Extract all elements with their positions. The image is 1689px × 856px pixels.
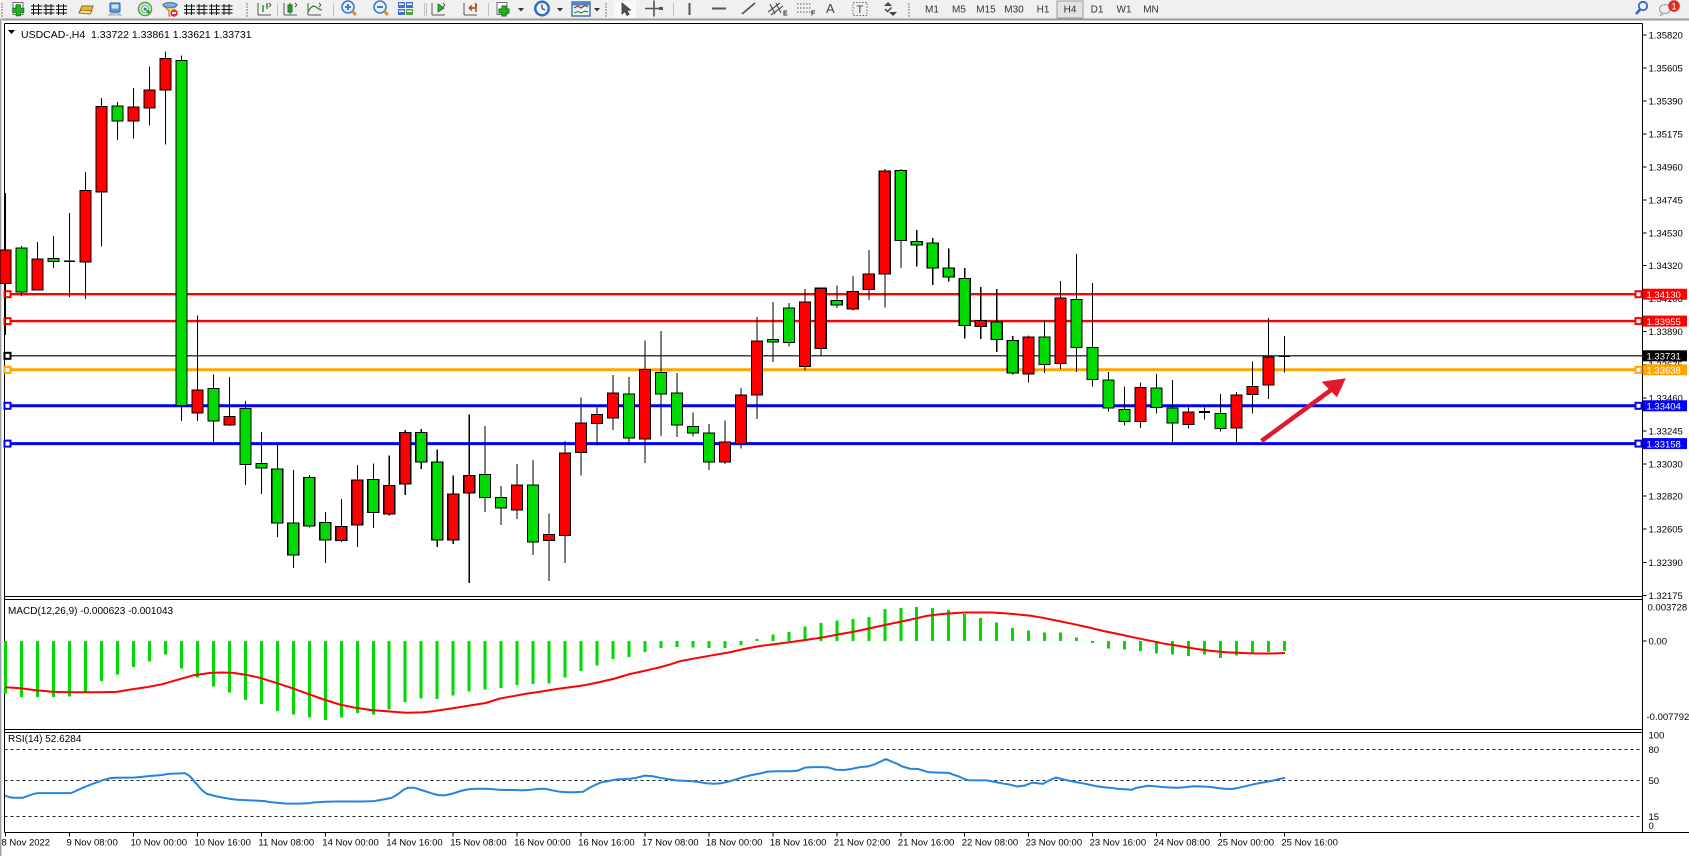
svg-text:M30: M30 <box>1004 5 1024 16</box>
svg-text:1.35820: 1.35820 <box>1649 30 1683 41</box>
svg-text:1.33245: 1.33245 <box>1649 426 1683 437</box>
svg-text:F: F <box>811 11 816 18</box>
svg-text:11 Nov 08:00: 11 Nov 08:00 <box>258 838 314 849</box>
svg-text:MN: MN <box>1143 5 1159 16</box>
svg-text:0.003728: 0.003728 <box>1648 603 1688 614</box>
svg-text:1.33460: 1.33460 <box>1649 393 1683 404</box>
svg-text:1.33890: 1.33890 <box>1649 327 1683 338</box>
svg-text:100: 100 <box>1649 731 1665 742</box>
svg-text:25 Nov 00:00: 25 Nov 00:00 <box>1218 838 1275 849</box>
svg-text:A: A <box>826 1 835 16</box>
svg-text:80: 80 <box>1649 745 1660 756</box>
svg-text:M1: M1 <box>925 5 939 16</box>
svg-text:1.32175: 1.32175 <box>1649 591 1683 602</box>
svg-text:-0.007792: -0.007792 <box>1647 712 1689 723</box>
svg-text:9 Nov 08:00: 9 Nov 08:00 <box>67 838 118 849</box>
svg-text:1.33030: 1.33030 <box>1649 459 1683 470</box>
svg-text:16 Nov 00:00: 16 Nov 00:00 <box>514 838 571 849</box>
svg-text:1.35175: 1.35175 <box>1649 130 1683 141</box>
svg-text:1.35390: 1.35390 <box>1649 97 1683 108</box>
svg-text:8 Nov 2022: 8 Nov 2022 <box>2 838 51 849</box>
svg-text:H4: H4 <box>1064 5 1077 16</box>
svg-text:M5: M5 <box>952 5 966 16</box>
svg-text:MACD(12,26,9) -0.000623 -0.001: MACD(12,26,9) -0.000623 -0.001043 <box>8 606 174 617</box>
svg-text:22 Nov 08:00: 22 Nov 08:00 <box>962 838 1019 849</box>
svg-text:0.00: 0.00 <box>1649 637 1668 648</box>
svg-text:18 Nov 00:00: 18 Nov 00:00 <box>706 838 763 849</box>
svg-text:1.34960: 1.34960 <box>1649 163 1683 174</box>
svg-text:21 Nov 02:00: 21 Nov 02:00 <box>834 838 891 849</box>
svg-text:1.32390: 1.32390 <box>1649 558 1683 569</box>
svg-text:21 Nov 16:00: 21 Nov 16:00 <box>898 838 955 849</box>
svg-text:W1: W1 <box>1117 5 1132 16</box>
svg-text:D1: D1 <box>1091 5 1104 16</box>
svg-text:0: 0 <box>1649 821 1654 832</box>
svg-text:T: T <box>857 4 864 16</box>
svg-text:18 Nov 16:00: 18 Nov 16:00 <box>770 838 827 849</box>
svg-text:50: 50 <box>1649 776 1660 787</box>
svg-text:M15: M15 <box>976 5 996 16</box>
svg-text:15: 15 <box>1649 812 1660 823</box>
svg-text:1.34320: 1.34320 <box>1649 261 1683 272</box>
svg-text:23 Nov 16:00: 23 Nov 16:00 <box>1090 838 1147 849</box>
svg-text:1.33404: 1.33404 <box>1647 402 1681 413</box>
svg-text:15 Nov 08:00: 15 Nov 08:00 <box>450 838 507 849</box>
svg-text:16 Nov 16:00: 16 Nov 16:00 <box>578 838 635 849</box>
svg-text:1.34130: 1.34130 <box>1647 290 1681 301</box>
svg-text:1.33955: 1.33955 <box>1647 317 1681 328</box>
svg-text:10 Nov 00:00: 10 Nov 00:00 <box>131 838 188 849</box>
svg-text:14 Nov 16:00: 14 Nov 16:00 <box>386 838 443 849</box>
svg-text:1.32820: 1.32820 <box>1649 492 1683 503</box>
svg-text:1.33731: 1.33731 <box>1647 352 1681 363</box>
svg-text:17 Nov 08:00: 17 Nov 08:00 <box>642 838 699 849</box>
svg-text:1.35605: 1.35605 <box>1649 64 1683 75</box>
svg-text:23 Nov 00:00: 23 Nov 00:00 <box>1026 838 1083 849</box>
svg-text:1.33158: 1.33158 <box>1647 439 1681 450</box>
svg-text:E: E <box>783 11 788 18</box>
svg-text:25 Nov 16:00: 25 Nov 16:00 <box>1281 838 1338 849</box>
svg-text:10 Nov 16:00: 10 Nov 16:00 <box>194 838 251 849</box>
svg-text:1.33638: 1.33638 <box>1647 366 1681 377</box>
svg-text:1: 1 <box>1671 2 1676 13</box>
svg-text:H1: H1 <box>1037 5 1050 16</box>
svg-text:1.34745: 1.34745 <box>1649 196 1683 207</box>
svg-text:RSI(14) 52.6284: RSI(14) 52.6284 <box>8 734 82 745</box>
svg-text:USDCAD-,H4 1.33722 1.33861 1.: USDCAD-,H4 1.33722 1.33861 1.33621 1.337… <box>21 29 252 41</box>
svg-text:1.34530: 1.34530 <box>1649 229 1683 240</box>
svg-text:24 Nov 08:00: 24 Nov 08:00 <box>1154 838 1211 849</box>
svg-text:14 Nov 00:00: 14 Nov 00:00 <box>322 838 379 849</box>
svg-text:1.32605: 1.32605 <box>1649 525 1683 536</box>
